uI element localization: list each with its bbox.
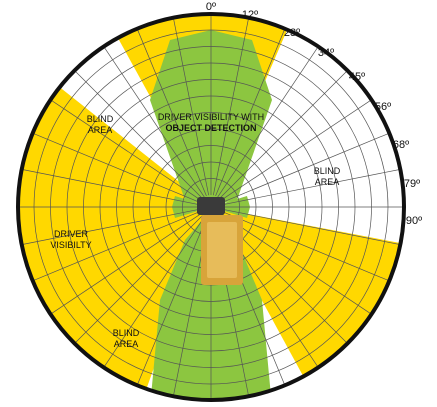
blind-area-right-line2: AREA <box>315 177 340 187</box>
grid-spoke <box>50 213 202 315</box>
blind-area-bottom-left-line2: AREA <box>114 339 139 349</box>
polar-grid <box>18 14 404 400</box>
degree-mark-68: 68º <box>393 139 409 151</box>
driver-visibility-label-line1: DRIVER <box>54 229 89 239</box>
degree-mark-34: 34º <box>318 47 334 59</box>
grid-spoke <box>74 70 203 199</box>
grid-spoke <box>50 99 202 201</box>
grid-spoke <box>221 211 390 282</box>
blind-area-bottom-left-line1: BLIND <box>113 328 140 338</box>
truck-cab <box>197 197 225 215</box>
blind-area-top-left-line1: BLIND <box>87 114 114 124</box>
grid-spoke <box>32 132 201 203</box>
grid-spoke <box>217 46 319 198</box>
grid-spoke <box>103 46 205 198</box>
driver-visibility-label-line2: VISIBILTY <box>50 240 91 250</box>
degree-mark-45: 45º <box>349 71 365 83</box>
grid-spoke <box>220 213 372 315</box>
grid-spoke <box>219 70 348 199</box>
grid-spoke <box>215 28 286 197</box>
degree-mark-0: 0º <box>206 1 216 13</box>
grid-spoke <box>74 215 203 344</box>
blind-area-right-line1: BLIND <box>314 166 341 176</box>
grid-spoke <box>222 208 401 245</box>
grid-spoke <box>221 132 390 203</box>
grid-spoke <box>220 99 372 201</box>
grid-spoke <box>136 28 207 197</box>
degree-mark-79: 79º <box>404 178 420 190</box>
grid-spoke <box>21 208 200 245</box>
grid-spoke <box>32 211 201 282</box>
degree-mark-90: 90º <box>406 215 422 227</box>
truck-bed-inner <box>207 222 237 278</box>
blind-area-top-left-line2: AREA <box>88 125 113 135</box>
degree-mark-23: 23º <box>284 27 300 39</box>
object-detection-label-line2: OBJECT DETECTION <box>165 123 256 133</box>
degree-mark-12: 12º <box>242 9 258 21</box>
object-detection-label-line1: DRIVER VISIBILITY WITH <box>158 112 264 122</box>
haul-truck <box>197 197 243 285</box>
degree-mark-56: 56º <box>375 101 391 113</box>
grid-spoke <box>173 17 210 196</box>
grid-spoke <box>212 17 249 196</box>
grid-spoke <box>21 169 200 206</box>
grid-spoke <box>136 217 207 386</box>
grid-spoke <box>222 169 401 206</box>
grid-spoke <box>103 216 205 368</box>
outer-ring <box>16 12 406 402</box>
